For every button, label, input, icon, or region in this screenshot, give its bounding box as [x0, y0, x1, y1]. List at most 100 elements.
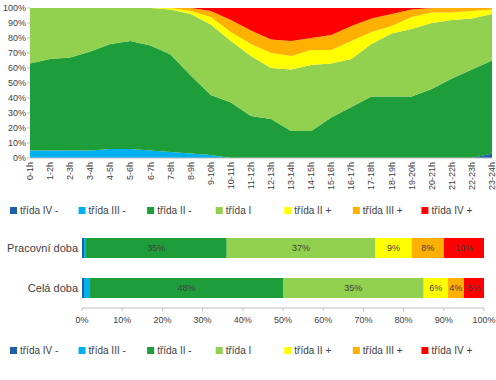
y-tick-label: 30%	[8, 108, 26, 118]
x-tick-label: 13-14h	[286, 162, 296, 190]
legend-label: třída II -	[157, 345, 191, 356]
y-tick-label: 40%	[8, 93, 26, 103]
bar-segment	[82, 238, 84, 258]
data-label: 4%	[449, 283, 462, 293]
legend: třída IV -třída III -třída II -třída Itř…	[10, 345, 472, 356]
x-tick-label: 0%	[75, 315, 88, 325]
x-tick-label: 70%	[354, 315, 372, 325]
y-tick	[27, 158, 30, 159]
legend-swatch	[284, 347, 291, 354]
y-tick-label: 20%	[8, 123, 26, 133]
data-label: 35%	[147, 243, 165, 253]
x-tick-label: 20-21h	[427, 162, 437, 190]
x-tick-label: 19-20h	[407, 162, 417, 190]
x-tick-label: 20%	[153, 315, 171, 325]
y-tick	[27, 8, 30, 9]
legend-label: třída IV +	[431, 345, 472, 356]
y-tick-label: 10%	[8, 138, 26, 148]
legend-swatch	[216, 347, 223, 354]
bar-segment	[283, 278, 424, 298]
x-axis-line	[30, 158, 492, 159]
y-tick-label: 60%	[8, 63, 26, 73]
bar-segment	[412, 238, 444, 258]
bar-segment	[227, 238, 376, 258]
y-tick-label: 70%	[8, 48, 26, 58]
legend-label: třída II -	[157, 205, 191, 216]
x-tick-label: 0-1h	[25, 162, 35, 180]
area-series	[30, 8, 492, 131]
area-series	[30, 8, 492, 41]
plot-area	[82, 238, 484, 298]
x-tick-label: 15-16h	[326, 162, 336, 190]
x-tick-label: 30%	[194, 315, 212, 325]
data-label: 48%	[178, 283, 196, 293]
x-tick-label: 10-11h	[226, 162, 236, 189]
y-tick-label: 0%	[13, 153, 26, 163]
x-tick-label: 3-4h	[85, 162, 95, 180]
x-tick-label: 14-15h	[306, 162, 316, 190]
y-tick	[27, 38, 30, 39]
legend-label: třída IV -	[20, 345, 58, 356]
x-tick-label: 16-17h	[346, 162, 356, 190]
area-series	[30, 8, 492, 56]
x-tick-label: 10%	[113, 315, 131, 325]
data-label: 8%	[421, 243, 434, 253]
legend: třída IV -třída III -třída II -třída Itř…	[10, 205, 472, 216]
legend-label: třída II +	[294, 205, 331, 216]
data-label: 9%	[387, 243, 400, 253]
x-tick-label: 6-7h	[146, 162, 156, 180]
x-tick-label: 21-22h	[447, 162, 457, 190]
y-tick	[27, 23, 30, 24]
bar-segment	[464, 278, 484, 298]
x-tick-label: 2-3h	[65, 162, 75, 180]
y-tick	[27, 53, 30, 54]
bar-segment	[90, 278, 283, 298]
legend-swatch	[353, 207, 360, 214]
y-tick	[27, 68, 30, 69]
x-tick-label: 4-5h	[105, 162, 115, 180]
legend-swatch	[147, 347, 154, 354]
x-tick-label: 22-23h	[467, 162, 477, 190]
x-tick-label: 18-19h	[387, 162, 397, 190]
legend-swatch	[79, 347, 86, 354]
x-tick-label: 80%	[395, 315, 413, 325]
x-tick-label: 1-2h	[45, 162, 55, 180]
bar-segment	[82, 278, 84, 298]
y-tick-label: 90%	[8, 18, 26, 28]
legend-swatch	[353, 347, 360, 354]
x-tick-label: 9-10h	[206, 162, 216, 185]
bar-segment	[424, 278, 448, 298]
x-tick-label: 90%	[435, 315, 453, 325]
y-tick	[27, 128, 30, 129]
x-tick-label: 50%	[274, 315, 292, 325]
legend-label: třída III -	[89, 345, 126, 356]
y-tick	[27, 83, 30, 84]
legend-swatch	[284, 207, 291, 214]
x-tick-label: 7-8h	[166, 162, 176, 180]
legend-swatch	[79, 207, 86, 214]
legend-swatch	[10, 207, 17, 214]
legend-label: třída I	[226, 205, 252, 216]
y-tick	[27, 113, 30, 114]
x-tick-label: 40%	[234, 315, 252, 325]
y-tick	[27, 143, 30, 144]
bar-segment	[448, 278, 464, 298]
legend-swatch	[421, 207, 428, 214]
x-tick-label: 5-6h	[125, 162, 135, 180]
legend-swatch	[216, 207, 223, 214]
x-axis-line	[82, 308, 484, 309]
legend-label: třída IV -	[20, 205, 58, 216]
x-tick-label: 100%	[472, 315, 495, 325]
legend-label: třída II +	[294, 345, 331, 356]
data-label: 5%	[467, 283, 480, 293]
legend-label: třída IV +	[431, 205, 472, 216]
bar-segment	[84, 238, 86, 258]
data-label: 6%	[429, 283, 442, 293]
legend-swatch	[421, 347, 428, 354]
x-tick-label: 23-24h	[487, 162, 496, 190]
legend-label: třída III +	[363, 205, 403, 216]
category-label: Celá doba	[28, 282, 79, 294]
plot-area	[30, 8, 492, 158]
legend-label: třída III +	[363, 345, 403, 356]
legend-swatch	[10, 347, 17, 354]
